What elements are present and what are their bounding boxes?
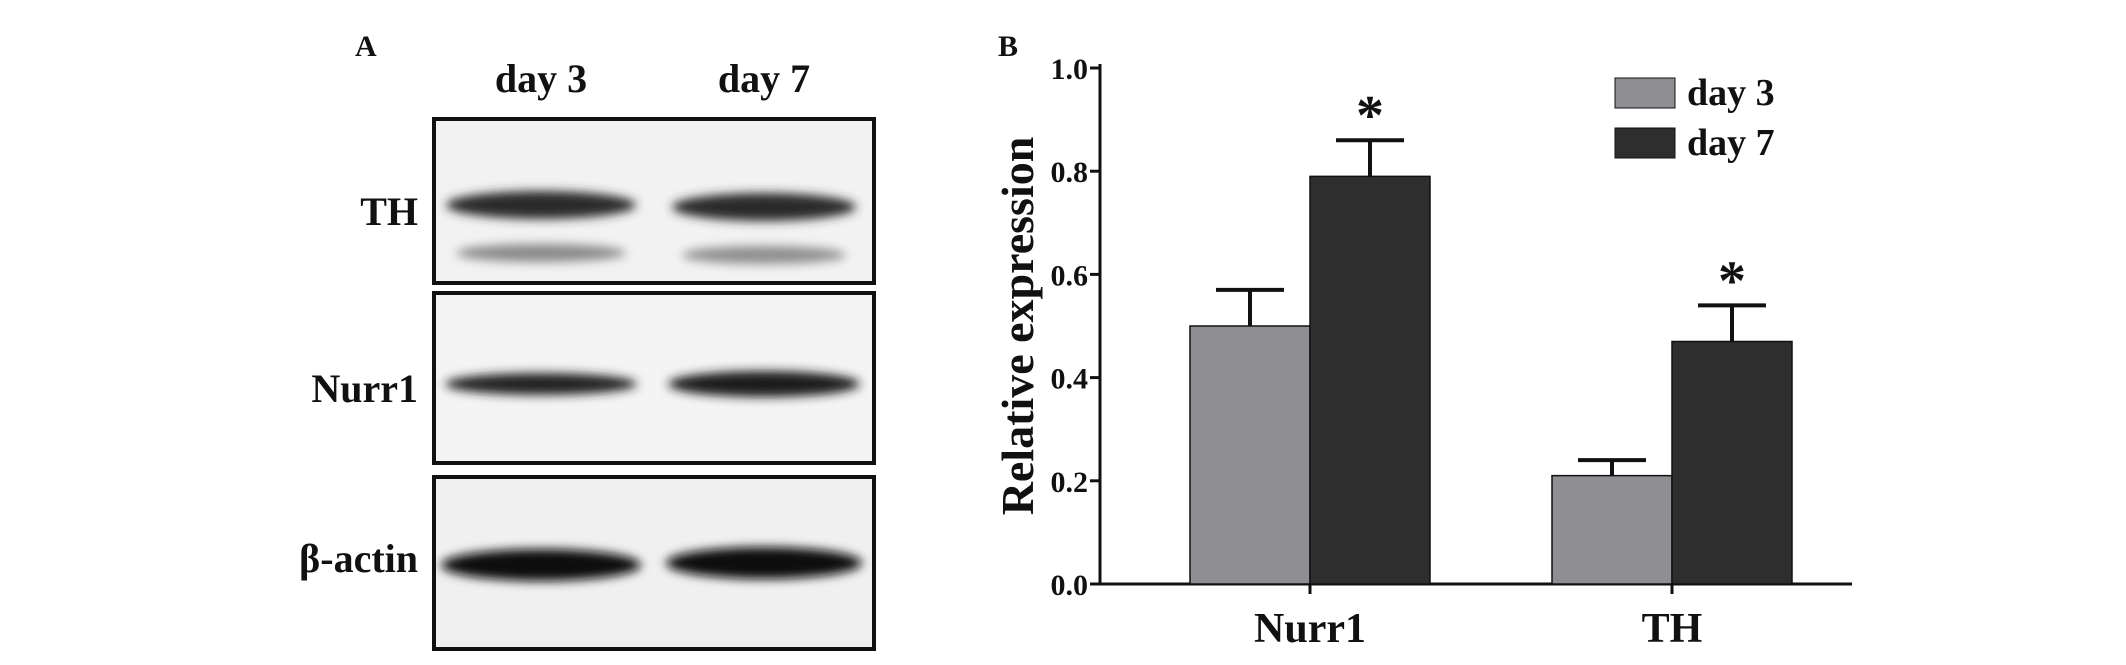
lane-label-day-3: day 3 [495, 56, 587, 101]
beta-actin-band-day3 [441, 549, 641, 581]
significance-marker: * [1718, 250, 1746, 312]
y-tick-label: 1.0 [1051, 53, 1089, 86]
y-tick-label: 0.2 [1051, 466, 1089, 499]
bar [1671, 340, 1793, 585]
x-tick-label: Nurr1 [1254, 606, 1366, 652]
blot-label-beta-actin: β-actin [299, 536, 418, 581]
lane-label-day-7: day 7 [718, 56, 810, 101]
blot-th [432, 117, 876, 285]
y-tick-label: 0.4 [1051, 363, 1089, 396]
th-band-day7-lower [682, 246, 846, 264]
panel-b-label: B [998, 30, 1018, 63]
beta-actin-band-day7 [666, 547, 862, 579]
legend-swatch [1614, 77, 1676, 109]
panel-a-label: A [355, 30, 377, 63]
panel-a: A day 3 day 7 TH Nurr1 β-actin [299, 30, 876, 651]
bar [1551, 474, 1673, 585]
blot-nurr1 [432, 291, 876, 465]
blot-label-th: TH [360, 189, 418, 234]
legend-swatch [1614, 127, 1676, 159]
y-axis-title: Relative expression [992, 137, 1043, 516]
y-tick-label: 0.0 [1051, 569, 1089, 602]
bar [1189, 325, 1311, 585]
panel-b: B 0.0 0.2 0.4 0.6 0.8 1.0 Relative expression N… [992, 30, 1852, 652]
bar [1309, 175, 1431, 585]
y-tick-label: 0.6 [1051, 259, 1089, 292]
nurr1-band-day3 [445, 373, 637, 395]
blot-label-nurr1: Nurr1 [311, 366, 418, 411]
th-band-day3-upper [446, 191, 636, 219]
legend-label: day 7 [1687, 122, 1775, 164]
x-tick-label: TH [1642, 606, 1703, 652]
y-tick-label: 0.8 [1051, 156, 1089, 189]
significance-marker: * [1356, 85, 1384, 147]
nurr1-band-day7 [668, 371, 860, 397]
blot-beta-actin [432, 475, 876, 651]
bar-chart: 0.0 0.2 0.4 0.6 0.8 1.0 Relative expression Nur… [992, 53, 1852, 652]
th-band-day7-upper [672, 193, 856, 221]
legend-label: day 3 [1687, 72, 1775, 114]
th-band-day3-lower [456, 244, 626, 262]
